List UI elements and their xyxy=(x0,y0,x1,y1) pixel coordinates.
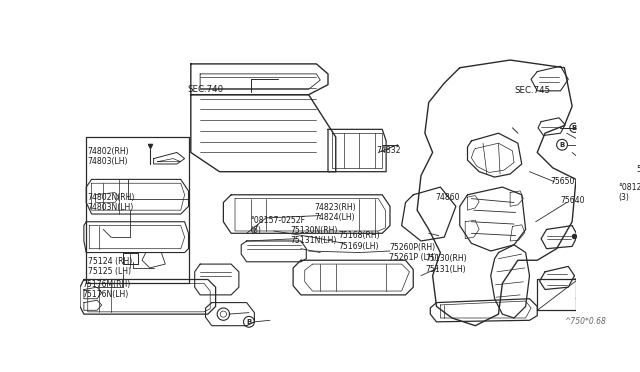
Text: 74802N(RH)
74803N(LH): 74802N(RH) 74803N(LH) xyxy=(88,193,135,212)
Text: 75168(RH)
75169(LH): 75168(RH) 75169(LH) xyxy=(338,231,380,251)
Text: B: B xyxy=(572,125,577,131)
Text: 75130(RH)
75131(LH): 75130(RH) 75131(LH) xyxy=(425,254,467,274)
Text: SEC.740: SEC.740 xyxy=(187,85,223,94)
Text: 74832: 74832 xyxy=(376,147,401,155)
Text: B: B xyxy=(559,142,564,148)
Text: ^750*0.68: ^750*0.68 xyxy=(564,317,606,326)
Text: 75640: 75640 xyxy=(561,196,585,205)
Text: 75176M(RH)
75176N(LH): 75176M(RH) 75176N(LH) xyxy=(83,280,131,299)
Text: 74823(RH)
74824(LH): 74823(RH) 74824(LH) xyxy=(314,203,356,222)
Text: °08157-0252F
(6): °08157-0252F (6) xyxy=(250,216,305,235)
Text: 75260P(RH)
75261P (LH): 75260P(RH) 75261P (LH) xyxy=(389,243,437,262)
Text: SEC.745: SEC.745 xyxy=(514,86,550,95)
Text: 75124 (RH)
75125 (LH): 75124 (RH) 75125 (LH) xyxy=(88,257,132,276)
Text: 74802(RH)
74803(LH): 74802(RH) 74803(LH) xyxy=(88,147,129,166)
Text: °08124-0201F
(3): °08124-0201F (3) xyxy=(619,183,640,202)
Text: 75650: 75650 xyxy=(550,177,575,186)
Text: 51150: 51150 xyxy=(636,165,640,174)
Text: 75130N(RH)
75131N(LH): 75130N(RH) 75131N(LH) xyxy=(291,226,338,245)
Text: B: B xyxy=(246,319,252,325)
Text: 74860: 74860 xyxy=(436,193,460,202)
